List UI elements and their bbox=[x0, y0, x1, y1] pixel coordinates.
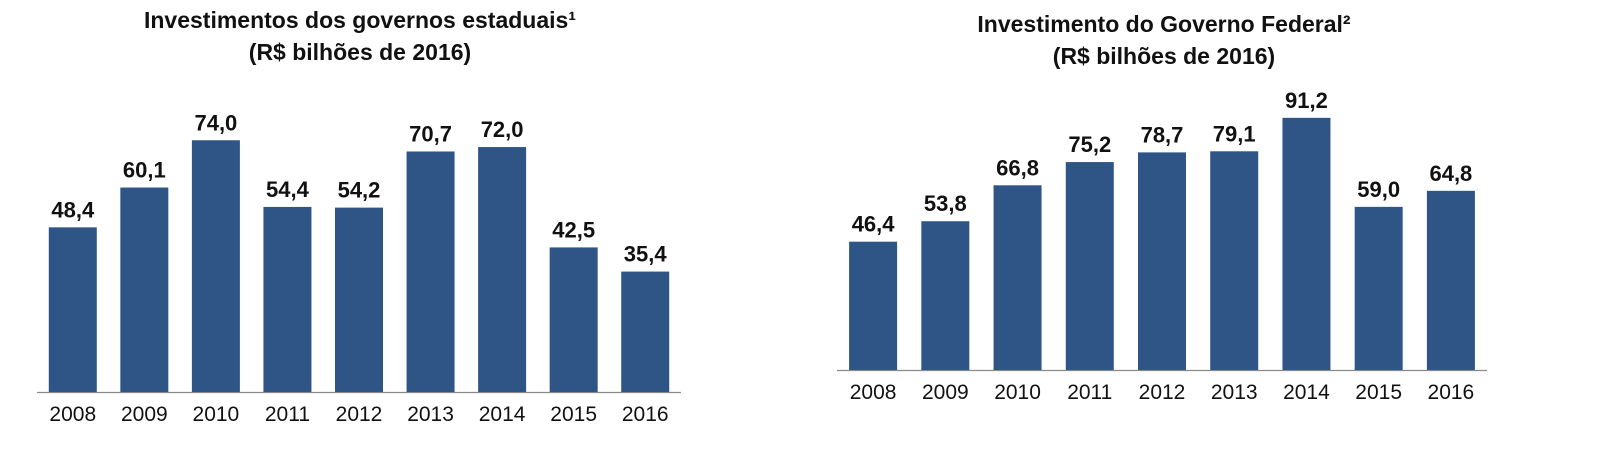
x-tick-label-2009: 2009 bbox=[922, 381, 969, 404]
data-label-2014: 91,2 bbox=[1285, 88, 1328, 113]
chart-title-state-investment: Investimentos dos governos estaduais¹ (R… bbox=[40, 4, 680, 68]
bar-2013 bbox=[1210, 151, 1259, 370]
x-tick-label-2011: 2011 bbox=[265, 403, 310, 426]
x-tick-label-2012: 2012 bbox=[1139, 381, 1186, 404]
data-label-2011: 75,2 bbox=[1068, 132, 1111, 157]
x-tick-label-2015: 2015 bbox=[550, 403, 597, 426]
data-label-2012: 78,7 bbox=[1141, 122, 1184, 147]
data-label-2016: 35,4 bbox=[624, 242, 668, 267]
data-label-2008: 46,4 bbox=[852, 212, 896, 237]
bar-2014 bbox=[478, 147, 527, 392]
data-label-2009: 53,8 bbox=[924, 191, 967, 216]
bar-2016 bbox=[621, 271, 670, 392]
bar-2016 bbox=[1426, 190, 1475, 370]
x-tick-label-2008: 2008 bbox=[850, 381, 897, 404]
x-tick-label-2012: 2012 bbox=[336, 403, 383, 426]
data-label-2015: 59,0 bbox=[1357, 177, 1400, 202]
x-tick-label-2013: 2013 bbox=[407, 403, 454, 426]
bar-2011 bbox=[263, 206, 312, 392]
bar-chart-state: 48,4 2008 60,1 2009 74,0 2010 54,4 2011 54,2 2012… bbox=[37, 110, 681, 426]
x-tick-label-2016: 2016 bbox=[622, 403, 669, 426]
bar-2011 bbox=[1065, 162, 1114, 370]
data-label-2010: 66,8 bbox=[996, 155, 1039, 180]
x-tick-label-2011: 2011 bbox=[1067, 381, 1112, 404]
bar-2009 bbox=[120, 187, 169, 392]
chart-subtitle-line: (R$ bilhões de 2016) bbox=[248, 39, 472, 65]
data-label-2016: 64,8 bbox=[1429, 161, 1472, 186]
bar-2012 bbox=[1138, 152, 1186, 370]
x-tick-label-2008: 2008 bbox=[49, 403, 96, 426]
bar-2010 bbox=[191, 140, 240, 392]
data-label-2008: 48,4 bbox=[51, 197, 95, 222]
data-label-2014: 72,0 bbox=[481, 117, 524, 142]
chart-subtitle-line: (R$ bilhões de 2016) bbox=[1052, 43, 1276, 69]
bar-2010 bbox=[993, 185, 1042, 370]
bar-2014 bbox=[1282, 117, 1331, 370]
data-label-2010: 74,0 bbox=[194, 110, 237, 135]
chart-title-federal-investment: Investimento do Governo Federal² (R$ bil… bbox=[830, 8, 1498, 72]
bar-2015 bbox=[549, 247, 598, 392]
x-tick-label-2009: 2009 bbox=[121, 403, 168, 426]
data-label-2013: 79,1 bbox=[1213, 121, 1256, 146]
x-tick-label-2016: 2016 bbox=[1428, 381, 1475, 404]
bar-2008 bbox=[48, 227, 97, 392]
x-tick-label-2013: 2013 bbox=[1211, 381, 1258, 404]
chart-title-line: Investimento do Governo Federal² bbox=[977, 11, 1351, 37]
bar-2015 bbox=[1354, 206, 1403, 370]
data-label-2011: 54,4 bbox=[266, 177, 310, 202]
x-tick-label-2014: 2014 bbox=[1283, 381, 1330, 404]
x-tick-label-2010: 2010 bbox=[193, 403, 240, 426]
data-label-2012: 54,2 bbox=[338, 178, 381, 203]
bar-2012 bbox=[335, 207, 383, 392]
bar-2009 bbox=[921, 221, 970, 370]
bar-chart-federal: 46,4 2008 53,8 2009 66,8 2010 75,2 2011 78,7 2012… bbox=[837, 88, 1487, 404]
x-tick-label-2015: 2015 bbox=[1355, 381, 1402, 404]
x-tick-label-2014: 2014 bbox=[479, 403, 526, 426]
data-label-2015: 42,5 bbox=[552, 217, 595, 242]
chart-title-line: Investimentos dos governos estaduais¹ bbox=[143, 7, 576, 33]
x-tick-label-2010: 2010 bbox=[994, 381, 1041, 404]
bar-2008 bbox=[849, 241, 898, 370]
bar-2013 bbox=[406, 151, 455, 392]
data-label-2013: 70,7 bbox=[409, 121, 452, 146]
data-label-2009: 60,1 bbox=[123, 158, 166, 183]
